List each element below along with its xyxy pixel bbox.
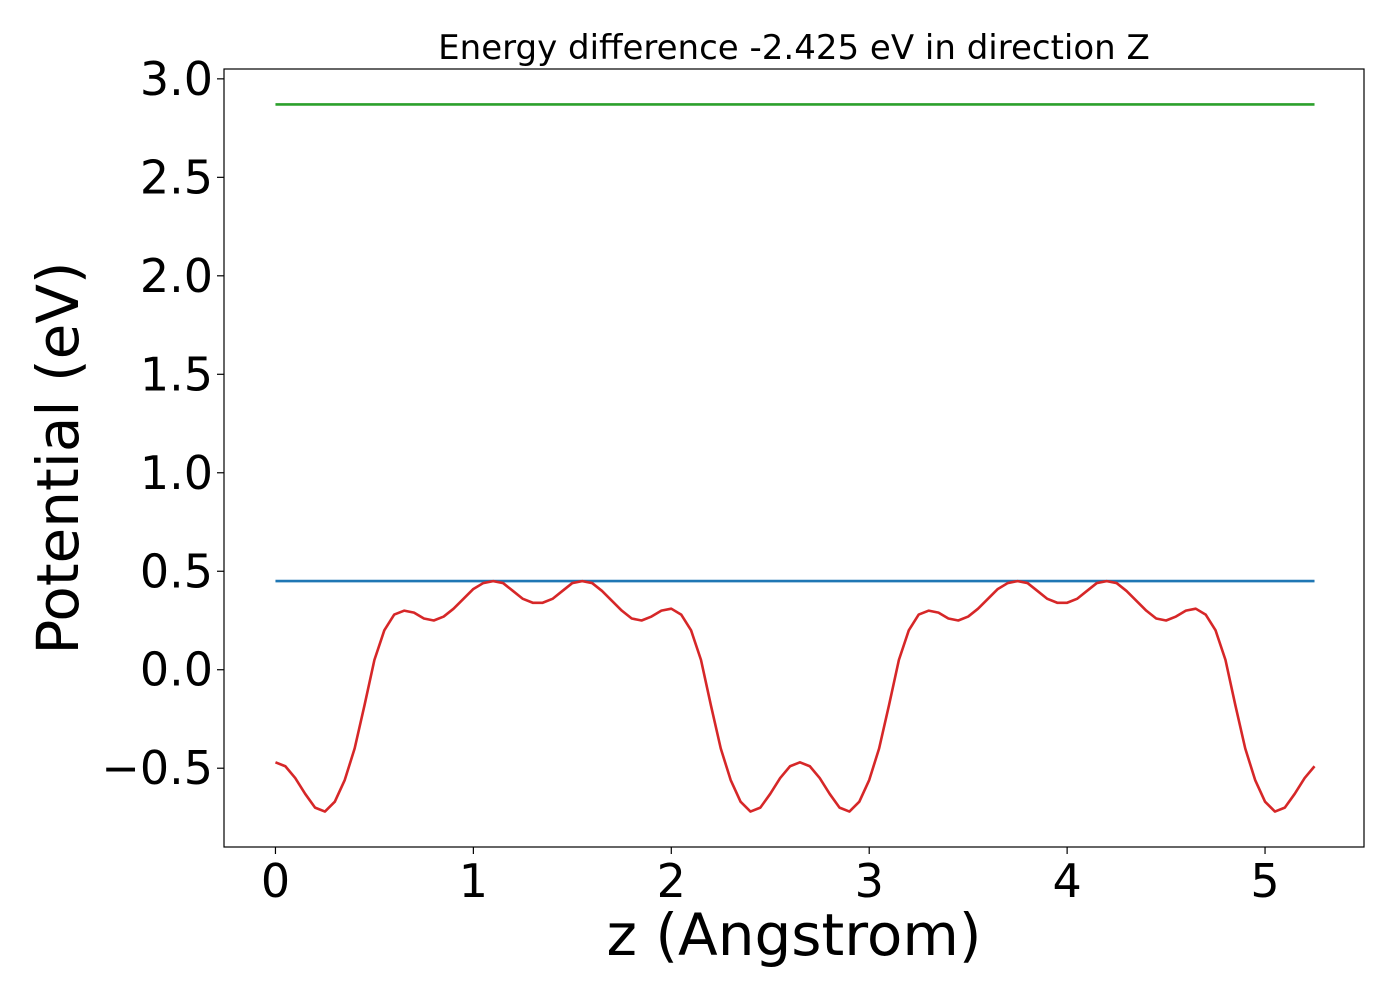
y-tick-label: −0.5: [101, 741, 213, 795]
series-layer: [274, 103, 1316, 813]
y-tick-label: 0.5: [140, 544, 213, 598]
y-tick-label: 1.0: [140, 446, 213, 500]
y-tick-label: 0.0: [140, 643, 213, 697]
potential-curve: [274, 579, 1316, 813]
y-axis-label: Potential (eV): [24, 261, 92, 654]
x-axis-label: z (Angstrom): [607, 901, 982, 969]
x-tick-label: 1: [459, 854, 488, 908]
y-tick-label: 2.5: [140, 150, 213, 204]
y-tick-label: 1.5: [140, 347, 213, 401]
x-tick-label: 3: [855, 854, 884, 908]
plot-frame: [223, 68, 1365, 848]
x-tick-label: 0: [261, 854, 290, 908]
x-tick-label: 5: [1250, 854, 1279, 908]
y-tick-label: 3.0: [140, 52, 213, 106]
chart-title: Energy difference -2.425 eV in direction…: [438, 28, 1150, 68]
x-tick-label: 4: [1052, 854, 1081, 908]
y-tick-label: 2.0: [140, 249, 213, 303]
tick-layer: 0 1 2 3 4 5 −0.5 0.0 0.5 1.0 1.5 2.0 2.5 3.0: [101, 52, 1279, 908]
x-tick-label: 2: [657, 854, 686, 908]
